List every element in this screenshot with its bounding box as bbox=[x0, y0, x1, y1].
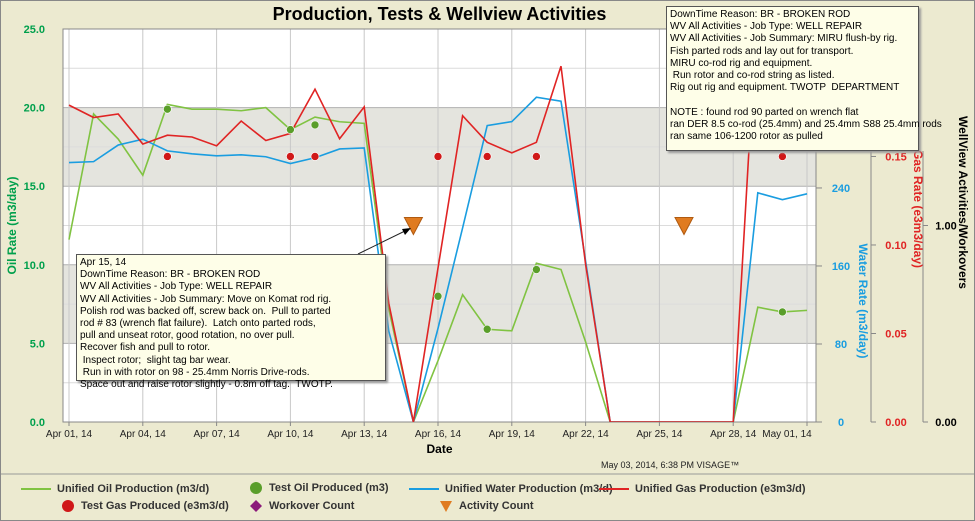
legend-label: Unified Oil Production (m3/d) bbox=[57, 483, 210, 495]
legend-label: Test Gas Produced (e3m3/d) bbox=[81, 500, 229, 512]
series-line-water bbox=[68, 96, 808, 422]
series-line-gas bbox=[68, 29, 757, 422]
legend-label: Workover Count bbox=[269, 500, 355, 512]
legend-label: Activity Count bbox=[459, 500, 534, 512]
test-gas-point bbox=[163, 152, 172, 161]
test-gas-point bbox=[286, 152, 295, 161]
water-axis-tick: 160 bbox=[832, 261, 850, 273]
activity-tooltip-apr26: DownTime Reason: BR - BROKEN ROD WV All … bbox=[666, 6, 942, 151]
oil-axis-label: Oil Rate (m3/day) bbox=[5, 176, 19, 274]
test-gas-point bbox=[310, 152, 320, 161]
test-oil-point bbox=[163, 104, 172, 114]
legend-gas-production[interactable]: Unified Gas Production (e3m3/d) bbox=[599, 483, 806, 495]
activity-axis-tick: 0.00 bbox=[935, 417, 956, 429]
gas-axis-tick: 0.10 bbox=[885, 240, 906, 252]
oil-axis-tick: 5.0 bbox=[30, 338, 45, 350]
oil-axis-tick: 25.0 bbox=[24, 24, 45, 36]
x-axis-tick: Apr 13, 14 bbox=[341, 429, 388, 440]
timestamp: May 03, 2014, 6:38 PM VISAGE™ bbox=[601, 460, 740, 470]
x-axis-tick: Apr 16, 14 bbox=[415, 429, 462, 440]
test-oil-point bbox=[310, 120, 320, 130]
x-axis-tick: Apr 04, 14 bbox=[120, 429, 167, 440]
activity-axis-tick: 1.00 bbox=[935, 221, 956, 233]
activity-axis-label: WellView Activities/Workovers bbox=[956, 116, 970, 289]
series-group bbox=[68, 29, 808, 422]
chart-title: Production, Tests & Wellview Activities bbox=[272, 4, 607, 24]
x-axis-tick: Apr 10, 14 bbox=[267, 429, 314, 440]
gas-axis-label: Gas Rate (e3m3/day) bbox=[911, 150, 925, 268]
oil-axis-tick: 10.0 bbox=[24, 260, 45, 272]
legend: Unified Oil Production (m3/d) Test Oil P… bbox=[9, 477, 966, 519]
x-axis-tick: Apr 01, 14 bbox=[46, 429, 93, 440]
activity-count-marker bbox=[674, 217, 694, 236]
test-gas-point bbox=[482, 152, 492, 161]
activity-count-marker bbox=[403, 217, 424, 236]
legend-oil-production[interactable]: Unified Oil Production (m3/d) bbox=[21, 483, 209, 495]
x-axis-label: Date bbox=[426, 442, 452, 456]
gas-axis-tick: 0.05 bbox=[885, 328, 906, 340]
legend-label: Unified Water Production (m3/d) bbox=[445, 483, 613, 495]
tooltip-arrowhead bbox=[402, 228, 411, 235]
test-gas-point bbox=[433, 152, 443, 161]
water-axis-tick: 80 bbox=[835, 339, 847, 351]
test-oil-point bbox=[482, 324, 492, 334]
x-axis-tick: Apr 22, 14 bbox=[563, 429, 610, 440]
x-axis-tick: Apr 19, 14 bbox=[489, 429, 536, 440]
water-axis-tick: 0 bbox=[838, 417, 844, 429]
water-axis-tick: 240 bbox=[832, 183, 850, 195]
legend-workover-count[interactable]: Workover Count bbox=[249, 499, 354, 513]
oil-axis-tick: 0.0 bbox=[30, 417, 45, 429]
legend-test-oil[interactable]: Test Oil Produced (m3) bbox=[249, 481, 389, 495]
test-gas-point bbox=[778, 152, 787, 161]
x-axis-tick: May 01, 14 bbox=[762, 429, 812, 440]
plot-border bbox=[62, 28, 817, 423]
test-oil-point bbox=[433, 291, 443, 301]
gas-axis-tick: 0.15 bbox=[885, 151, 906, 163]
legend-water-production[interactable]: Unified Water Production (m3/d) bbox=[409, 483, 613, 495]
legend-activity-count[interactable]: Activity Count bbox=[439, 499, 534, 513]
test-gas-point bbox=[532, 152, 541, 161]
test-oil-point bbox=[778, 307, 787, 317]
tooltip-arrow bbox=[357, 229, 408, 255]
x-axis-tick: Apr 07, 14 bbox=[194, 429, 241, 440]
test-oil-point bbox=[286, 125, 295, 134]
water-axis-label: Water Rate (m3/day) bbox=[856, 244, 870, 359]
activity-tooltip-apr15: Apr 15, 14 DownTime Reason: BR - BROKEN … bbox=[76, 254, 386, 390]
gas-axis-tick: 0.00 bbox=[885, 417, 906, 429]
legend-label: Unified Gas Production (e3m3/d) bbox=[635, 483, 806, 495]
x-axis-tick: Apr 28, 14 bbox=[710, 429, 757, 440]
oil-axis-tick: 20.0 bbox=[24, 103, 45, 115]
legend-label: Test Oil Produced (m3) bbox=[269, 482, 389, 494]
test-oil-point bbox=[532, 265, 541, 274]
oil-axis-tick: 15.0 bbox=[24, 181, 45, 193]
series-line-oil bbox=[68, 103, 808, 422]
x-axis-tick: Apr 25, 14 bbox=[636, 429, 683, 440]
legend-test-gas[interactable]: Test Gas Produced (e3m3/d) bbox=[61, 499, 229, 513]
